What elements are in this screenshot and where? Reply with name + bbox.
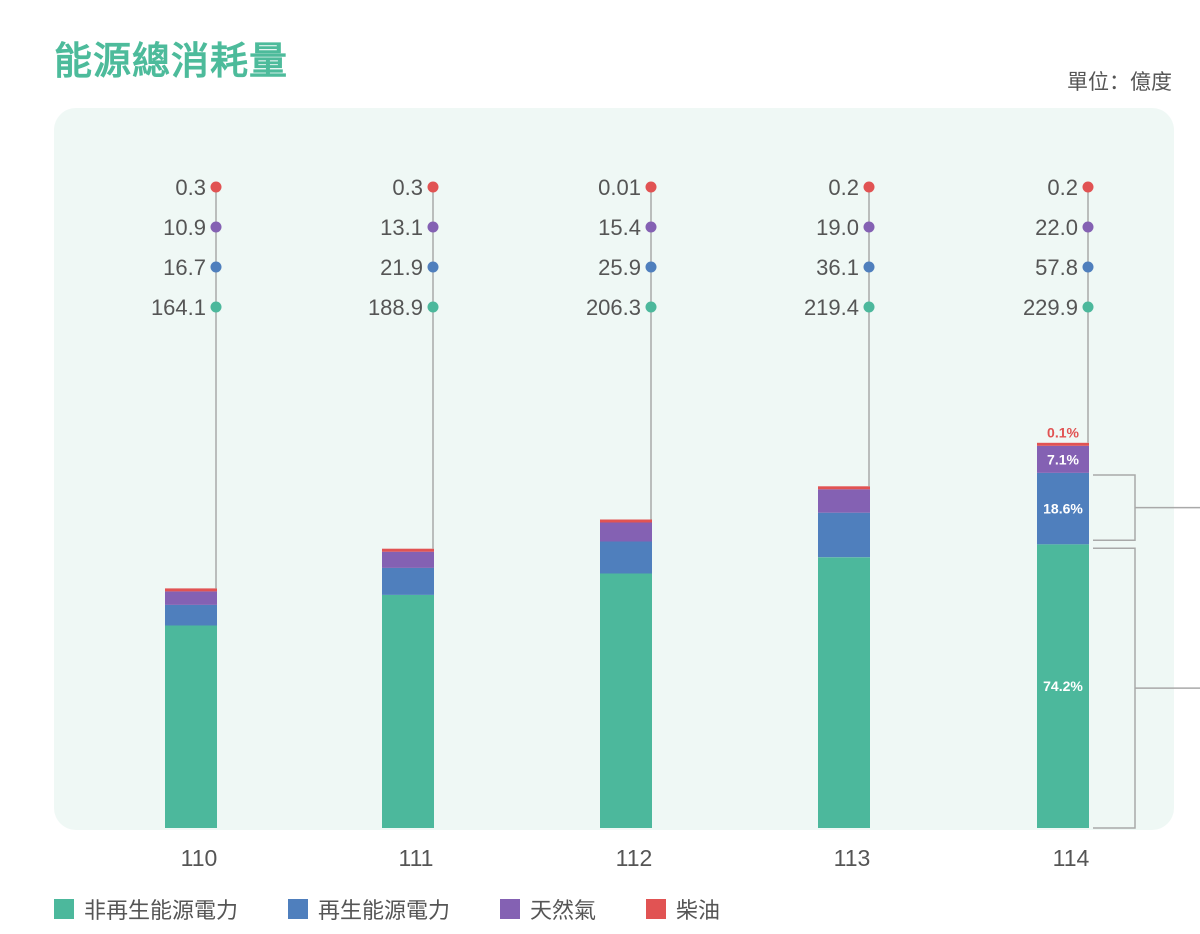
- bar-segment-110-2: [165, 604, 217, 626]
- dot-114-1: [1082, 301, 1094, 313]
- bracket-non-renewable: [1093, 547, 1136, 829]
- legend-swatch-4: [646, 899, 667, 919]
- legend-swatch-2: [288, 899, 309, 919]
- value-label-111-4: 0.3: [392, 175, 423, 200]
- value-label-114-3: 22.0: [1035, 215, 1078, 240]
- bar-segment-113-1: [818, 557, 870, 828]
- dot-114-4: [1082, 181, 1094, 193]
- bar-segment-113-2: [818, 512, 870, 558]
- dot-111-2: [427, 261, 439, 273]
- value-label-110-2: 16.7: [163, 255, 206, 280]
- value-label-110-4: 0.3: [175, 175, 206, 200]
- bar-segment-111-4: [382, 548, 434, 552]
- legend-label-1: 非再生能源電力: [84, 899, 239, 924]
- legend-label-3: 天然氣: [530, 899, 597, 924]
- x-tick-114: 114: [1053, 845, 1090, 871]
- x-tick-111: 111: [399, 845, 434, 871]
- value-label-112-3: 15.4: [598, 215, 641, 240]
- dot-114-2: [1082, 261, 1094, 273]
- legend-item-2: 再生能源電力: [288, 893, 450, 925]
- legend-label-4: 柴油: [676, 899, 721, 924]
- dot-113-1: [863, 301, 875, 313]
- legend-swatch-3: [500, 899, 521, 919]
- legend-item-4: 柴油: [646, 893, 720, 925]
- unit-label: 單位：億度: [1067, 70, 1172, 94]
- dot-113-2: [863, 261, 875, 273]
- value-label-111-1: 188.9: [368, 295, 423, 320]
- dot-113-3: [863, 221, 875, 233]
- bar-segment-110-4: [165, 588, 217, 592]
- percent-label-1: 74.2%: [1043, 678, 1083, 694]
- value-label-114-1: 229.9: [1023, 295, 1078, 320]
- dot-110-1: [210, 301, 222, 313]
- value-label-110-1: 164.1: [151, 295, 206, 320]
- bar-segment-114-4: [1037, 442, 1089, 446]
- value-label-112-2: 25.9: [598, 255, 641, 280]
- legend-item-3: 天然氣: [500, 893, 596, 925]
- bar-segment-114-1: [1037, 544, 1089, 828]
- dot-113-4: [863, 181, 875, 193]
- bar-segment-110-1: [165, 625, 217, 828]
- dot-110-3: [210, 221, 222, 233]
- bar-segment-111-2: [382, 567, 434, 595]
- bar-segment-114-3: [1037, 445, 1089, 473]
- value-label-110-3: 10.9: [163, 215, 206, 240]
- value-label-111-2: 21.9: [380, 255, 423, 280]
- percent-label-2: 18.6%: [1043, 501, 1083, 517]
- value-label-114-4: 0.2: [1047, 175, 1078, 200]
- dot-110-4: [210, 181, 222, 193]
- bar-segment-113-4: [818, 486, 870, 490]
- dot-112-4: [645, 181, 657, 193]
- percent-label-3: 7.1%: [1047, 451, 1079, 467]
- bar-segment-112-2: [600, 541, 652, 574]
- legend-swatch-1: [54, 899, 74, 919]
- legend-item-1: 非再生能源電力: [54, 893, 238, 925]
- dot-111-4: [427, 181, 439, 193]
- bar-segment-112-4: [600, 519, 652, 523]
- bar-segment-110-3: [165, 591, 217, 605]
- value-label-113-1: 219.4: [804, 295, 859, 320]
- dot-111-1: [427, 301, 439, 313]
- bar-segment-113-3: [818, 489, 870, 513]
- dot-112-2: [645, 261, 657, 273]
- bracket-renewable: [1093, 474, 1136, 542]
- dot-111-3: [427, 221, 439, 233]
- percent-label-4: 0.1%: [1047, 425, 1079, 441]
- x-tick-113: 113: [834, 845, 871, 871]
- x-tick-110: 110: [181, 845, 218, 871]
- value-label-112-4: 0.01: [598, 175, 641, 200]
- bar-segment-112-3: [600, 522, 652, 542]
- x-tick-112: 112: [616, 845, 653, 871]
- value-label-112-1: 206.3: [586, 295, 641, 320]
- dot-114-3: [1082, 221, 1094, 233]
- value-label-113-3: 19.0: [816, 215, 859, 240]
- chart-title: 能源總消耗量: [54, 39, 289, 83]
- value-label-113-4: 0.2: [828, 175, 859, 200]
- legend: 非再生能源電力 再生能源電力 天然氣 柴油: [54, 893, 770, 925]
- value-label-111-3: 13.1: [380, 215, 423, 240]
- bar-segment-111-3: [382, 551, 434, 568]
- legend-label-2: 再生能源電力: [318, 899, 451, 924]
- dot-112-1: [645, 301, 657, 313]
- value-label-114-2: 57.8: [1035, 255, 1078, 280]
- value-label-113-2: 36.1: [816, 255, 859, 280]
- dot-110-2: [210, 261, 222, 273]
- bar-segment-111-1: [382, 594, 434, 828]
- dot-112-3: [645, 221, 657, 233]
- bar-segment-114-2: [1037, 473, 1089, 545]
- bar-segment-112-1: [600, 573, 652, 828]
